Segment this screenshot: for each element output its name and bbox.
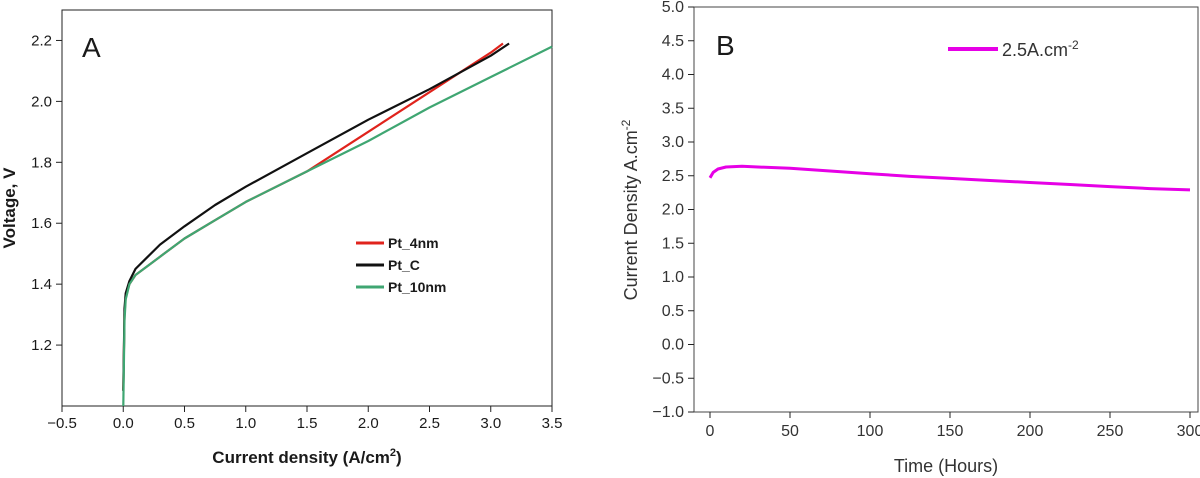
legend-label: Pt_4nm xyxy=(388,235,439,251)
y-tick-label: 1.0 xyxy=(662,269,684,286)
chart-b-ticks: 0 50 100 150 200 250 300 −1.0 −0.5 0.0 0.5 1.0 1.5 2.… xyxy=(652,0,1200,440)
chart-a-ticks: −0.5 0.0 0.5 1.0 1.5 2.0 2.5 3.0 3.5 1.2 1.4 1.6 1.8… xyxy=(31,32,562,432)
legend-label: Pt_C xyxy=(388,257,420,273)
x-tick-label: 2.5 xyxy=(419,415,440,432)
x-tick-label: 3.0 xyxy=(480,415,501,432)
x-tick-label: 0.0 xyxy=(113,415,134,432)
y-tick-label: 4.0 xyxy=(662,67,684,84)
y-tick-label: 1.4 xyxy=(31,276,52,293)
chart-b-y-axis-title-main: Current Density A.cm xyxy=(621,130,641,300)
series-line-pt-10nm xyxy=(122,45,553,407)
chart-a-x-axis-title-close: ) xyxy=(396,448,402,467)
series-line-pt-c xyxy=(122,42,510,391)
y-tick-label: 5.0 xyxy=(662,0,684,16)
chart-a-x-axis-title-sup: 2 xyxy=(390,447,396,459)
y-tick-label: 3.0 xyxy=(662,134,684,151)
chart-a-series-lines xyxy=(122,42,553,407)
chart-b-plot-frame xyxy=(693,6,1199,413)
chart-b-y-axis-title: Current Density A.cm-2 xyxy=(619,119,641,300)
chart-b-y-axis-title-sup: -2 xyxy=(619,119,633,130)
y-tick-label: 2.5 xyxy=(662,168,684,185)
x-tick-label: 50 xyxy=(781,423,799,440)
chart-b-panel-label: B xyxy=(716,30,735,61)
chart-b-x-axis-title: Time (Hours) xyxy=(894,456,998,476)
y-tick-label: −0.5 xyxy=(652,370,684,387)
chart-a-y-axis-title: Voltage, V xyxy=(0,167,19,249)
legend-label: Pt_10nm xyxy=(388,279,446,295)
x-tick-label: 3.5 xyxy=(542,415,563,432)
y-tick-label: 0.0 xyxy=(662,337,684,354)
y-tick-label: 1.5 xyxy=(662,235,684,252)
legend-label-sup: -2 xyxy=(1068,38,1079,52)
y-tick-label: 2.0 xyxy=(662,202,684,219)
y-tick-label: 3.5 xyxy=(662,100,684,117)
legend-label: 2.5A.cm-2 xyxy=(1002,38,1079,60)
y-tick-label: 2.0 xyxy=(31,93,52,110)
chart-a: −0.5 0.0 0.5 1.0 1.5 2.0 2.5 3.0 3.5 1.2 1.4 1.6 1.8… xyxy=(0,9,562,467)
y-tick-label: 4.5 xyxy=(662,33,684,50)
x-tick-label: 100 xyxy=(857,423,884,440)
x-tick-label: 250 xyxy=(1097,423,1124,440)
x-tick-label: 150 xyxy=(937,423,964,440)
x-tick-label: 200 xyxy=(1017,423,1044,440)
y-tick-label: −1.0 xyxy=(652,404,684,421)
x-tick-label: 2.0 xyxy=(358,415,379,432)
chart-a-legend: Pt_4nm Pt_C Pt_10nm xyxy=(356,235,446,295)
y-tick-label: 1.6 xyxy=(31,215,52,232)
chart-b-series-lines xyxy=(708,164,1191,192)
x-tick-label: 300 xyxy=(1177,423,1200,440)
chart-b: 0 50 100 150 200 250 300 −1.0 −0.5 0.0 0.5 1.0 1.5 2.… xyxy=(619,0,1200,476)
chart-a-x-axis-title: Current density (A/cm2) xyxy=(212,447,401,467)
y-tick-label: 1.8 xyxy=(31,154,52,171)
y-tick-label: 0.5 xyxy=(662,303,684,320)
x-tick-label: 1.0 xyxy=(235,415,256,432)
chart-a-plot-frame xyxy=(61,9,553,407)
chart-a-panel-label: A xyxy=(82,32,101,63)
x-tick-label: 1.5 xyxy=(297,415,318,432)
x-tick-label: −0.5 xyxy=(47,415,77,432)
legend-label-main: 2.5A.cm xyxy=(1002,40,1068,60)
x-tick-label: 0.5 xyxy=(174,415,195,432)
series-line-2-5a-cm xyxy=(708,164,1191,192)
series-line-pt-4nm xyxy=(122,42,504,391)
y-tick-label: 2.2 xyxy=(31,32,52,49)
x-tick-label: 0 xyxy=(706,423,715,440)
chart-b-legend: 2.5A.cm-2 xyxy=(948,38,1079,60)
chart-a-x-axis-title-main: Current density (A/cm xyxy=(212,448,390,467)
y-tick-label: 1.2 xyxy=(31,337,52,354)
